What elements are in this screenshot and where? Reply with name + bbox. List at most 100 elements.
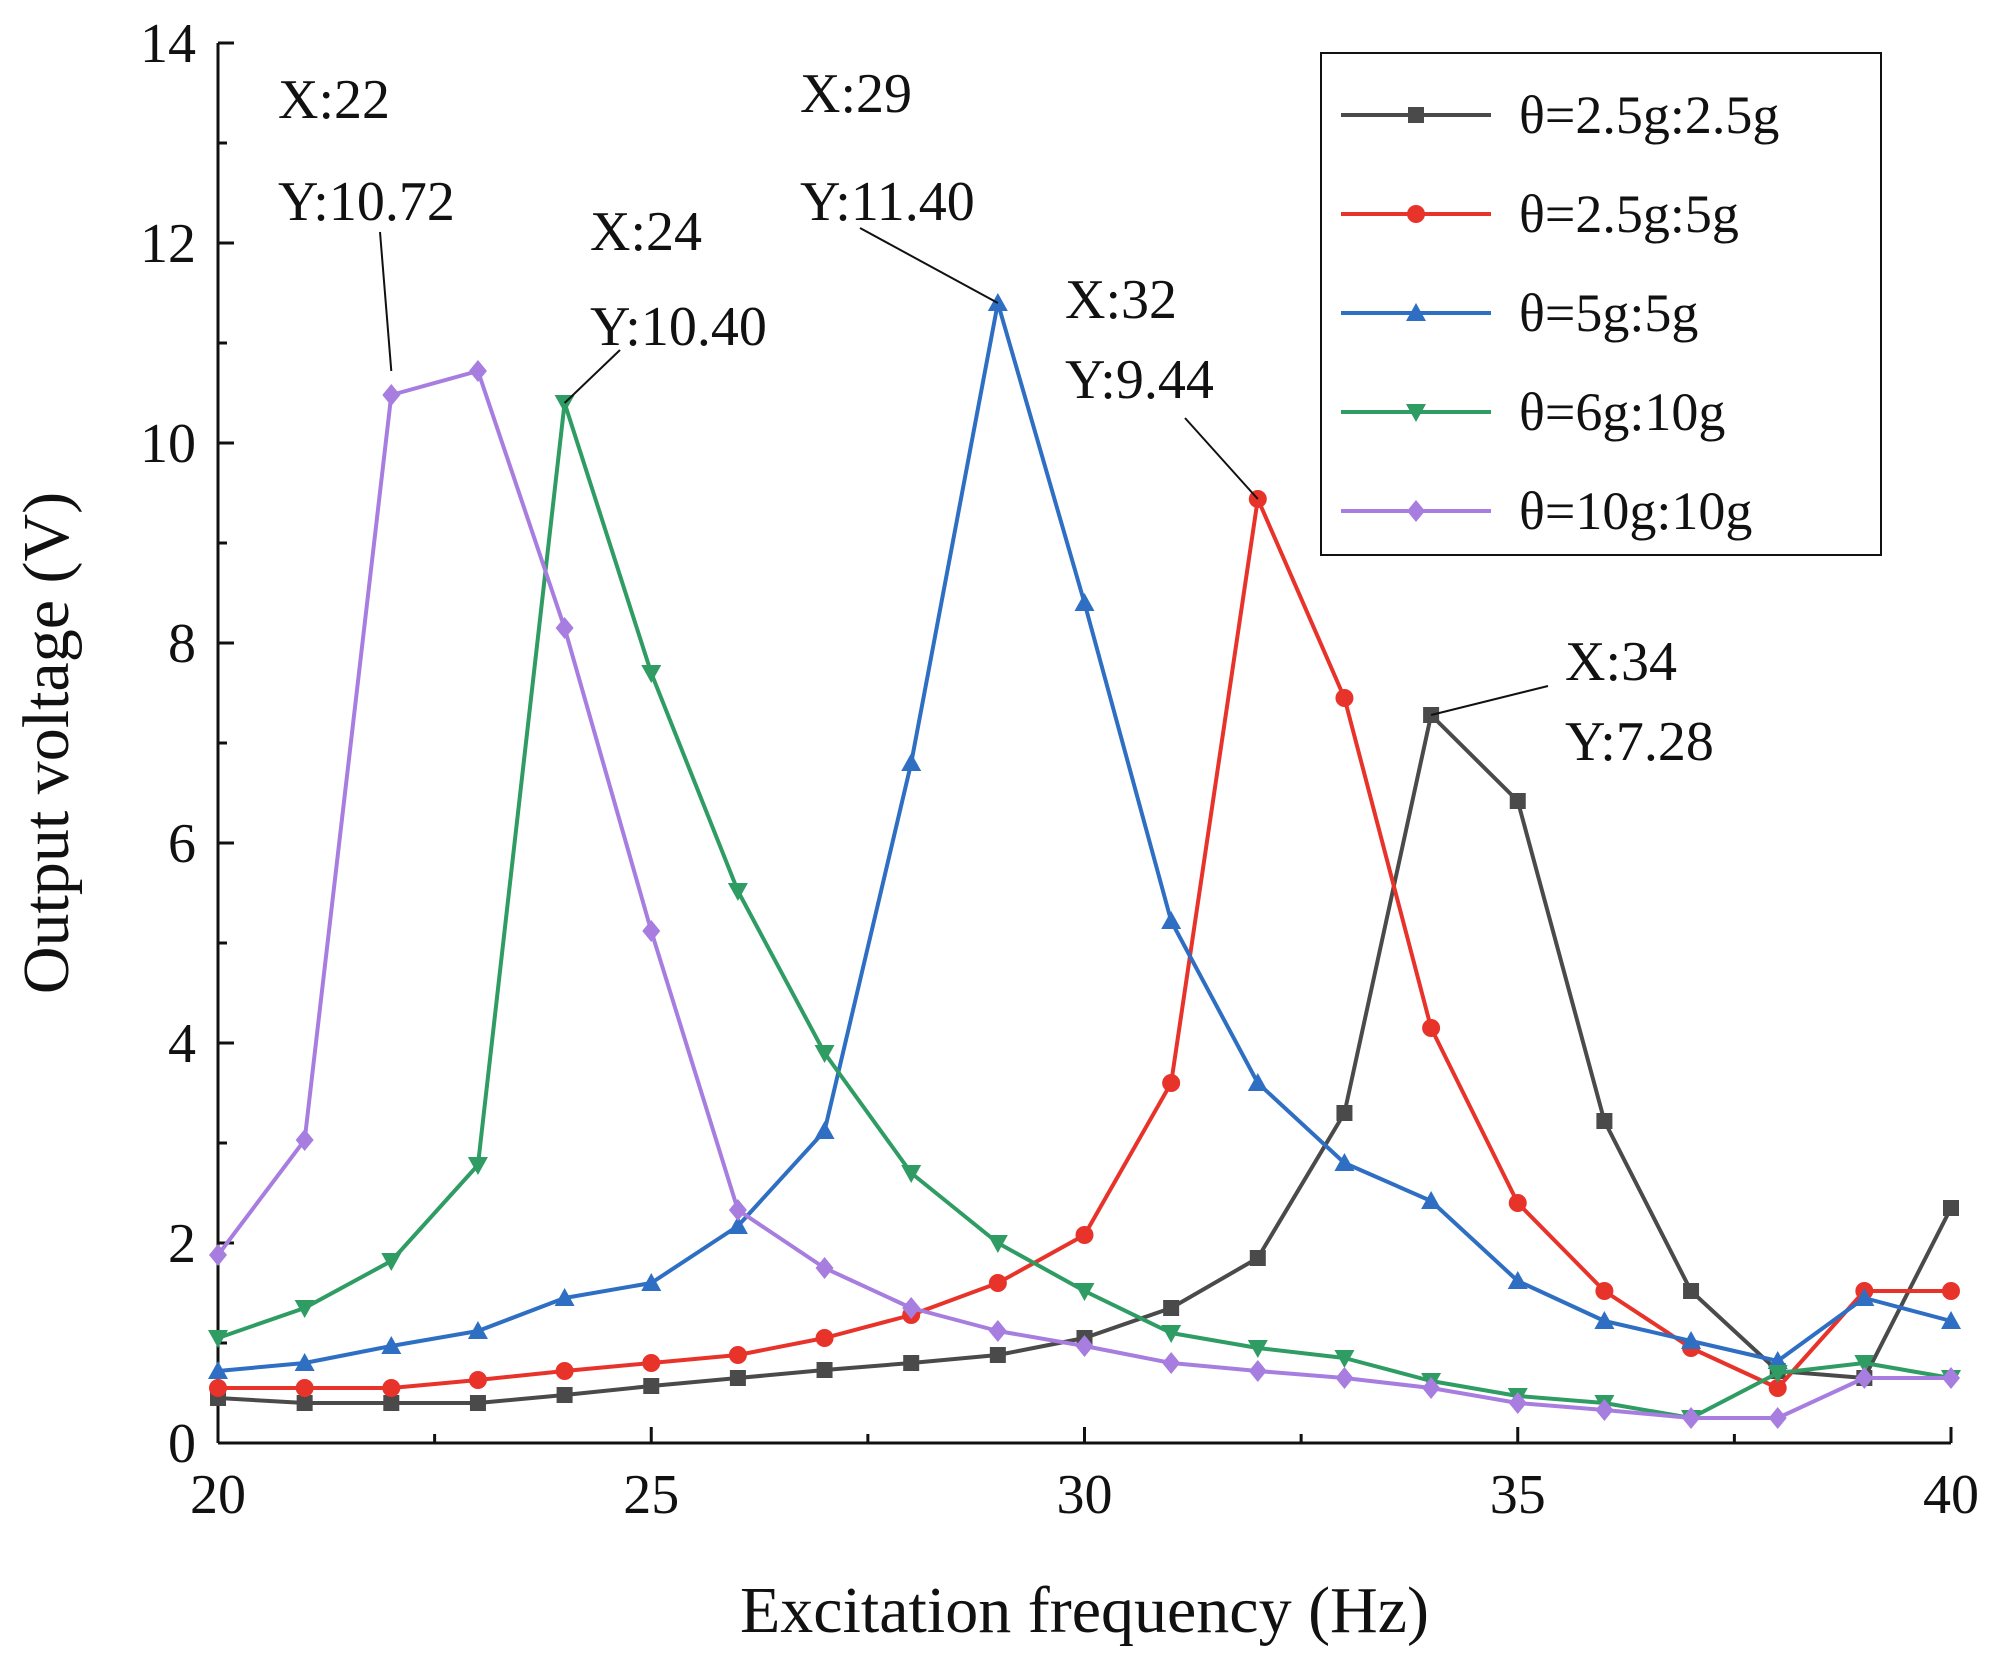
data-point	[642, 1354, 661, 1372]
data-point	[554, 395, 575, 413]
annotation-x-label: X:32	[1065, 269, 1177, 331]
axes: 20 25 30 35 40 0 2 4 6 8 10 12 14	[140, 13, 1979, 1526]
data-point	[1075, 1226, 1094, 1244]
data-point	[989, 1347, 1006, 1363]
data-point	[901, 1165, 922, 1183]
data-point	[1682, 1407, 1701, 1429]
data-point	[1508, 1392, 1527, 1414]
data-point	[816, 1362, 833, 1378]
series-3	[208, 293, 1961, 1379]
data-point	[814, 1045, 835, 1063]
data-point	[1854, 1288, 1875, 1306]
data-point	[295, 1129, 314, 1151]
y-tick-label: 6	[168, 813, 196, 875]
data-point	[208, 1361, 228, 1379]
annotation-2: X:24 Y:10.40	[563, 201, 767, 404]
x-tick-label: 30	[1057, 1464, 1113, 1526]
data-point	[1162, 1074, 1181, 1092]
data-point	[1334, 1350, 1355, 1368]
data-point	[1247, 1340, 1268, 1358]
data-point	[1075, 1335, 1094, 1357]
annotation-3: X:29 Y:11.40	[800, 63, 999, 304]
annotation-x-label: X:34	[1565, 631, 1677, 693]
y-tick-label: 8	[168, 613, 196, 675]
data-point	[209, 1244, 227, 1266]
data-point	[381, 1336, 402, 1354]
data-point	[1421, 1191, 1442, 1209]
data-point	[556, 1387, 573, 1403]
data-point	[1074, 1283, 1095, 1301]
data-point	[1247, 1073, 1268, 1091]
data-point	[1681, 1331, 1702, 1349]
data-point	[383, 1395, 400, 1411]
legend: θ=2.5g:2.5g θ=2.5g:5g θ=5g:5g θ=6g:10g θ=10g…	[1320, 52, 1882, 556]
series-5	[209, 360, 1960, 1429]
annotation-y-label: Y:10.40	[590, 296, 767, 358]
y-tick-label: 0	[168, 1413, 196, 1475]
data-point	[815, 1329, 834, 1347]
data-point	[468, 360, 487, 382]
data-point	[294, 1300, 315, 1318]
data-point	[1942, 1282, 1960, 1300]
x-tick-label: 35	[1490, 1464, 1546, 1526]
data-point	[1422, 1019, 1441, 1037]
legend-marker	[1407, 500, 1425, 522]
legend-item: θ=5g:5g	[1341, 283, 1698, 343]
annotations: X:22 Y:10.72 X:24 Y:10.40 X:29 Y:11.40 X:32 Y:9…	[278, 63, 1714, 773]
data-point	[1335, 1367, 1354, 1389]
legend-item: θ=2.5g:2.5g	[1341, 85, 1779, 145]
x-tick-label: 25	[623, 1464, 679, 1526]
data-point	[1163, 1300, 1180, 1316]
series-1	[210, 707, 1959, 1411]
data-point	[1594, 1311, 1615, 1329]
data-point	[1507, 1271, 1528, 1289]
data-point	[555, 617, 574, 639]
annotation-1: X:22 Y:10.72	[278, 69, 455, 372]
data-point	[295, 1379, 314, 1397]
data-point	[1855, 1367, 1874, 1389]
data-point	[1596, 1113, 1613, 1129]
annotation-leader	[859, 227, 999, 304]
legend-label: θ=2.5g:5g	[1519, 184, 1739, 244]
data-point	[1595, 1282, 1614, 1300]
data-point	[1336, 1105, 1353, 1121]
data-point	[468, 1371, 487, 1389]
y-tick-label: 12	[140, 213, 196, 275]
data-point	[903, 1355, 920, 1371]
annotation-4: X:32 Y:9.44	[1065, 269, 1259, 500]
data-point	[554, 1288, 575, 1306]
data-point	[294, 1353, 315, 1371]
y-tick-label: 2	[168, 1213, 196, 1275]
data-point	[1162, 1352, 1181, 1374]
data-point	[814, 1121, 835, 1139]
y-axis-title: Output voltage (V)	[10, 492, 83, 994]
data-point	[987, 1235, 1008, 1253]
annotation-leader	[379, 231, 393, 372]
data-point	[467, 1321, 488, 1339]
data-point	[1249, 1250, 1266, 1266]
data-point	[728, 1199, 747, 1221]
legend-box	[1320, 52, 1882, 556]
annotation-leader	[563, 349, 621, 404]
y-tick-label: 10	[140, 413, 196, 475]
annotation-y-label: Y:10.72	[278, 171, 455, 233]
data-point	[1334, 1153, 1355, 1171]
data-point	[1595, 1399, 1614, 1421]
annotation-5: X:34 Y:7.28	[1430, 631, 1714, 773]
data-point	[1942, 1367, 1960, 1389]
data-point	[1768, 1407, 1787, 1429]
y-tick-label: 14	[140, 13, 196, 75]
data-point	[1943, 1200, 1959, 1216]
legend-label: θ=6g:10g	[1519, 382, 1725, 442]
legend-marker	[1406, 404, 1426, 422]
annotation-y-label: Y:11.40	[800, 171, 975, 233]
data-point	[1683, 1283, 1700, 1299]
data-point	[382, 1379, 401, 1397]
data-point	[1768, 1379, 1787, 1397]
x-tick-label: 20	[190, 1464, 246, 1526]
data-point	[988, 1274, 1007, 1292]
y-tick-label: 4	[168, 1013, 196, 1075]
series-line	[218, 497, 1951, 1390]
data-point	[469, 1395, 486, 1411]
data-point	[1854, 1355, 1875, 1373]
